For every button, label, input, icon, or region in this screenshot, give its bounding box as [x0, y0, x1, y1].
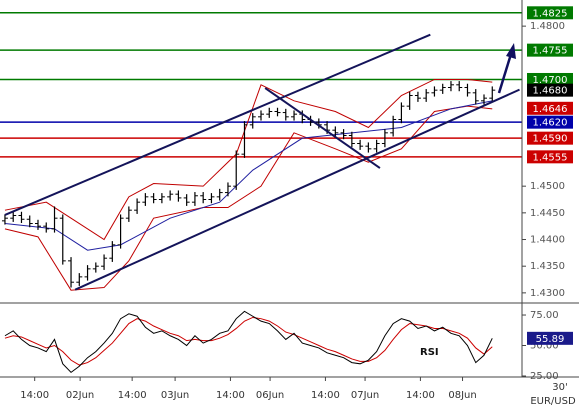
level-label: 1.4555 — [533, 152, 568, 163]
y-tick-label: 50.00 — [530, 341, 559, 352]
rsi-line — [4, 316, 493, 366]
level-label: 1.4646 — [533, 104, 568, 115]
x-tick-label: 02Jun — [66, 390, 94, 401]
level-box — [527, 43, 573, 57]
price-panel: 1.4300 1.4350 1.4400 1.4450 1.4500 1.4800 1.48… — [0, 6, 573, 299]
overlay-line — [4, 105, 493, 291]
trend-line — [264, 87, 381, 169]
level-box — [527, 101, 573, 115]
x-tick-label: 07Jun — [351, 390, 379, 401]
current-value-box — [527, 331, 573, 345]
y-tick-label: 1.4450 — [530, 208, 565, 219]
y-tick-label: 1.4500 — [530, 181, 565, 192]
x-tick-label: 06Jun — [256, 390, 284, 401]
level-box — [527, 115, 573, 129]
level-box — [527, 83, 573, 97]
x-tick-label: 14:00 — [406, 390, 435, 401]
x-tick-label: 03Jun — [161, 390, 189, 401]
overlay-line — [4, 78, 493, 241]
level-label: 1.4825 — [533, 8, 568, 19]
y-tick-label: 75.00 — [530, 310, 559, 321]
x-tick-label: 14:00 — [20, 390, 49, 401]
y-tick-label: 1.4300 — [530, 288, 565, 299]
rsi-line — [4, 310, 493, 374]
level-label: 1.4755 — [533, 46, 568, 57]
symbol: EUR/USD — [530, 396, 576, 407]
level-label: 1.4620 — [533, 118, 568, 129]
y-tick-label: 1.4400 — [530, 235, 565, 246]
y-tick-label: 1.4350 — [530, 261, 565, 272]
x-tick-label: 14:00 — [118, 390, 147, 401]
current-value-label: 55.89 — [536, 334, 565, 345]
trend-line — [4, 33, 431, 216]
y-tick-label: 1.4800 — [530, 21, 565, 32]
trend-line — [74, 88, 520, 291]
level-label: 1.4700 — [533, 75, 568, 86]
x-tick-label: 14:00 — [216, 390, 245, 401]
rsi-title: RSI — [420, 347, 439, 358]
level-box — [527, 72, 573, 86]
timeframe: 30' — [552, 382, 567, 393]
forecast-arrowhead — [506, 43, 516, 59]
forecast-arrow — [497, 53, 513, 94]
level-box — [527, 131, 573, 145]
level-label: 1.4590 — [533, 134, 568, 145]
level-box — [527, 6, 573, 20]
level-box — [527, 150, 573, 164]
x-tick-label: 14:00 — [311, 390, 340, 401]
x-tick-label: 08Jun — [448, 390, 476, 401]
level-label: 1.4680 — [533, 86, 568, 97]
